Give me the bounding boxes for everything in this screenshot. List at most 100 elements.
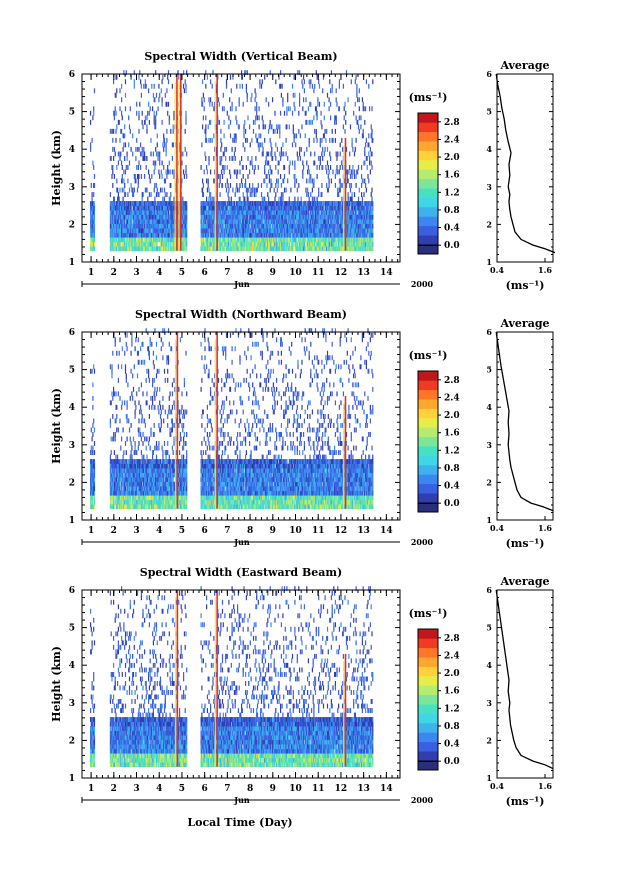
- heatmap-cell: [110, 205, 112, 211]
- heatmap-cell: [259, 219, 261, 225]
- heatmap-cell: [264, 210, 266, 216]
- heatmap-cell: [142, 151, 144, 157]
- heatmap-cell: [242, 201, 244, 207]
- heatmap-cell: [152, 219, 154, 225]
- heatmap-cell: [285, 232, 287, 238]
- heatmap-cell: [268, 228, 270, 234]
- heatmap-cell: [122, 223, 124, 229]
- heatmap-cell: [90, 223, 92, 229]
- heatmap-cell: [131, 210, 133, 216]
- heatmap-cell: [150, 210, 152, 216]
- heatmap-cell: [128, 223, 131, 229]
- heatmap-cell: [280, 210, 282, 216]
- heatmap-cell: [353, 174, 356, 179]
- heatmap-cell: [123, 205, 125, 211]
- heatmap-cell: [242, 214, 244, 220]
- heatmap-cell: [147, 210, 149, 216]
- heatmap-cell: [280, 232, 282, 238]
- heatmap-cell: [124, 246, 126, 252]
- heatmap-cell: [132, 192, 135, 198]
- heatmap-cell: [210, 219, 212, 225]
- heatmap-cell: [144, 219, 146, 225]
- x-tick-label: 12: [335, 268, 348, 278]
- heatmap-cell: [172, 237, 174, 243]
- heatmap-cell: [173, 205, 175, 211]
- heatmap-cell: [225, 214, 227, 220]
- heatmap-cell: [186, 223, 188, 229]
- heatmap-cell: [227, 223, 229, 229]
- heatmap-cell: [256, 241, 259, 247]
- heatmap-cell: [253, 241, 255, 247]
- heatmap-cell: [168, 237, 170, 243]
- heatmap-cell: [272, 237, 274, 243]
- heatmap-cell: [157, 219, 159, 225]
- heatmap-cell: [218, 241, 220, 247]
- heatmap-cell: [116, 210, 118, 216]
- heatmap-cell: [152, 241, 154, 247]
- heatmap-cell: [136, 174, 139, 179]
- heatmap-cell: [171, 246, 173, 252]
- heatmap-cell: [250, 223, 252, 229]
- heatmap-cell: [251, 156, 253, 161]
- heatmap-cell: [90, 183, 92, 188]
- heatmap-cell: [254, 201, 256, 207]
- heatmap-cell: [161, 97, 163, 103]
- heatmap-cell: [226, 228, 228, 234]
- heatmap-cell: [114, 232, 116, 238]
- heatmap-cell: [122, 219, 124, 225]
- heatmap-cell: [370, 124, 372, 130]
- heatmap-cell: [206, 237, 208, 243]
- heatmap-cell: [211, 101, 213, 107]
- heatmap-cell: [300, 196, 302, 202]
- heatmap-cell: [238, 237, 240, 243]
- heatmap-cell: [282, 232, 284, 238]
- heatmap-cell: [90, 142, 92, 148]
- heatmap-cell: [134, 219, 136, 225]
- heatmap-cell: [273, 187, 275, 193]
- heatmap-cell: [282, 101, 284, 107]
- heatmap-cell: [214, 232, 216, 238]
- heatmap-cell: [328, 169, 330, 175]
- heatmap-cell: [223, 201, 225, 207]
- heatmap-cell: [148, 246, 150, 252]
- heatmap-cell: [251, 237, 253, 243]
- heatmap-cell: [202, 241, 204, 247]
- heatmap-cell: [122, 210, 124, 216]
- heatmap-cell: [215, 241, 217, 247]
- heatmap-cell: [221, 232, 224, 238]
- heatmap-cell: [138, 128, 140, 134]
- heatmap-cell: [156, 133, 158, 139]
- heatmap-cell: [181, 237, 183, 243]
- heatmap-cell: [226, 219, 228, 225]
- heatmap-cell: [169, 169, 171, 175]
- heatmap-cell: [362, 101, 364, 107]
- heatmap-cell: [345, 110, 347, 116]
- heatmap-cell: [264, 219, 266, 225]
- heatmap-cell: [110, 214, 112, 220]
- heatmap-cell: [143, 83, 145, 89]
- heatmap-cell: [282, 201, 284, 207]
- heatmap-cell: [233, 241, 235, 247]
- heatmap-cell: [120, 201, 122, 207]
- heatmap-cell: [122, 196, 124, 202]
- heatmap-cell: [173, 228, 175, 234]
- heatmap-cell: [138, 115, 140, 121]
- heatmap-cell: [268, 232, 270, 238]
- heatmap-cell: [275, 165, 277, 170]
- heatmap-cell: [316, 115, 318, 121]
- heatmap-cell: [221, 183, 223, 188]
- heatmap-cell: [282, 214, 284, 220]
- heatmap-cell: [233, 205, 235, 211]
- heatmap-cell: [281, 210, 283, 216]
- heatmap-cell: [225, 219, 228, 225]
- heatmap-cell: [243, 128, 245, 134]
- heatmap-cell: [205, 237, 207, 243]
- heatmap-cell: [223, 246, 225, 252]
- heatmap-cell: [212, 219, 214, 225]
- heatmap-cell: [261, 237, 263, 243]
- heatmap-cell: [93, 246, 96, 252]
- heatmap-cell: [272, 223, 274, 229]
- heatmap-cell: [130, 201, 132, 207]
- heatmap-cell: [234, 192, 236, 198]
- heatmap-cell: [213, 223, 215, 229]
